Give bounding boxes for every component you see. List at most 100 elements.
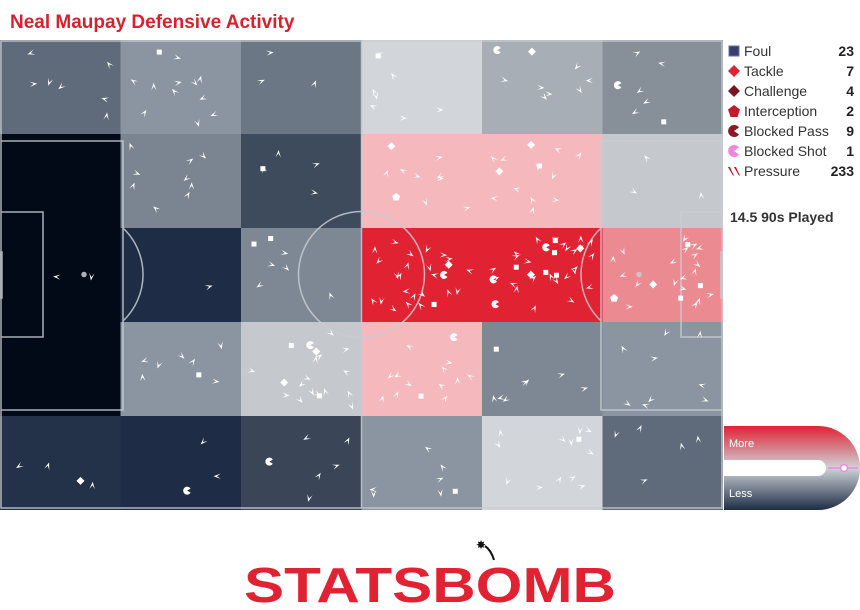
pressure-mark bbox=[379, 296, 385, 305]
foul-mark bbox=[678, 295, 684, 301]
pressure-mark bbox=[103, 112, 109, 121]
pressure-mark bbox=[140, 373, 146, 382]
pressure-mark bbox=[129, 182, 135, 191]
pressure-icon bbox=[728, 166, 740, 176]
pressure-mark bbox=[552, 276, 559, 285]
foul-mark bbox=[288, 342, 294, 348]
legend-label: Foul bbox=[744, 43, 772, 59]
blocked-pass-mark bbox=[183, 486, 191, 495]
pressure-mark bbox=[329, 292, 335, 301]
pressure-mark bbox=[29, 81, 38, 87]
pressure-mark bbox=[491, 276, 500, 283]
pressure-mark bbox=[557, 373, 565, 379]
foul-mark bbox=[251, 241, 257, 247]
pacman-icon bbox=[728, 125, 739, 137]
bomb-spark: ✸ bbox=[476, 540, 486, 552]
pressure-mark bbox=[682, 234, 690, 242]
heatmap-cells bbox=[0, 40, 723, 510]
left-six-yard-box bbox=[1, 211, 44, 338]
right-penalty-arc bbox=[580, 227, 602, 322]
pressure-mark bbox=[511, 255, 520, 261]
pressure-mark bbox=[129, 142, 135, 151]
pressure-mark bbox=[440, 464, 448, 472]
pressure-mark bbox=[551, 197, 560, 203]
pressure-mark bbox=[623, 399, 631, 406]
pressure-mark bbox=[341, 347, 350, 353]
tackle-mark bbox=[76, 476, 85, 485]
tackle-mark bbox=[280, 378, 289, 387]
pressure-mark bbox=[439, 252, 448, 258]
heatmap-cell bbox=[602, 228, 723, 323]
pressure-mark bbox=[567, 476, 576, 483]
pressure-mark bbox=[130, 79, 139, 86]
legend-label: Pressure bbox=[744, 163, 801, 179]
right-penalty-area bbox=[600, 140, 722, 411]
pressure-mark bbox=[302, 374, 311, 380]
pressure-mark bbox=[331, 464, 340, 470]
pressure-mark bbox=[298, 379, 307, 387]
pressure-mark bbox=[372, 88, 379, 97]
pressure-mark bbox=[378, 395, 384, 404]
pressure-mark bbox=[500, 155, 508, 161]
heatmap-cell bbox=[361, 416, 483, 510]
pressure-mark bbox=[198, 151, 206, 159]
pressure-mark bbox=[213, 473, 221, 479]
pressure-mark bbox=[436, 107, 444, 113]
pressure-mark bbox=[621, 345, 628, 354]
pressure-mark bbox=[678, 285, 687, 291]
ninety-minutes-played: 14.5 90s Played bbox=[730, 209, 834, 225]
pressure-mark bbox=[369, 105, 378, 111]
centre-circle bbox=[297, 210, 426, 339]
challenge-mark bbox=[444, 260, 453, 269]
heatmap-cell bbox=[361, 322, 483, 417]
pressure-mark bbox=[580, 387, 588, 393]
pressure-mark bbox=[575, 85, 582, 94]
pressure-mark bbox=[314, 354, 323, 361]
pressure-mark bbox=[44, 462, 50, 471]
pressure-mark bbox=[698, 383, 707, 389]
pressure-mark bbox=[664, 328, 671, 336]
pressure-mark bbox=[488, 267, 497, 274]
bomb-fuse bbox=[484, 545, 495, 561]
legend-label: Tackle bbox=[744, 63, 784, 79]
pressure-mark bbox=[372, 246, 378, 254]
pressure-mark bbox=[669, 257, 678, 264]
legend-count: 9 bbox=[846, 123, 854, 139]
heatmap-cell bbox=[120, 228, 242, 323]
pressure-mark bbox=[312, 355, 318, 364]
pressure-mark bbox=[311, 163, 320, 169]
pressure-mark bbox=[132, 169, 141, 175]
foul-mark bbox=[553, 272, 559, 278]
heatmap-cell bbox=[361, 134, 483, 229]
pressure-mark bbox=[53, 274, 61, 280]
blocked-pass-mark bbox=[450, 333, 458, 342]
legend-count: 4 bbox=[846, 83, 854, 99]
heatmap-cell bbox=[361, 40, 483, 135]
challenge-mark bbox=[527, 47, 536, 56]
pressure-mark bbox=[441, 366, 449, 374]
pressure-mark bbox=[698, 191, 705, 200]
legend-item-interception: Interception 2 bbox=[728, 102, 856, 122]
foul-mark bbox=[156, 49, 162, 55]
interception-mark bbox=[610, 294, 619, 302]
legend-item-blocked-pass: Blocked Pass 9 bbox=[728, 122, 856, 142]
pressure-mark bbox=[467, 374, 475, 381]
pressure-mark bbox=[183, 174, 191, 181]
foul-mark bbox=[493, 346, 499, 352]
pressure-mark bbox=[502, 395, 511, 402]
statsbomb-logo: ✸ STATSBOMB bbox=[244, 540, 616, 608]
pressure-mark bbox=[691, 301, 698, 310]
pressure-mark bbox=[498, 429, 504, 438]
pressure-mark bbox=[314, 472, 321, 481]
pressure-mark bbox=[188, 358, 195, 367]
pressure-mark bbox=[673, 278, 679, 287]
pressure-mark bbox=[307, 494, 313, 502]
pressure-mark bbox=[323, 388, 329, 397]
pressure-mark bbox=[390, 238, 399, 244]
tackle-mark bbox=[387, 142, 396, 151]
pressure-mark bbox=[635, 279, 643, 287]
pressure-mark bbox=[310, 80, 316, 89]
pressure-mark bbox=[494, 440, 501, 448]
pressure-mark bbox=[370, 490, 377, 498]
pressure-mark bbox=[455, 377, 461, 385]
